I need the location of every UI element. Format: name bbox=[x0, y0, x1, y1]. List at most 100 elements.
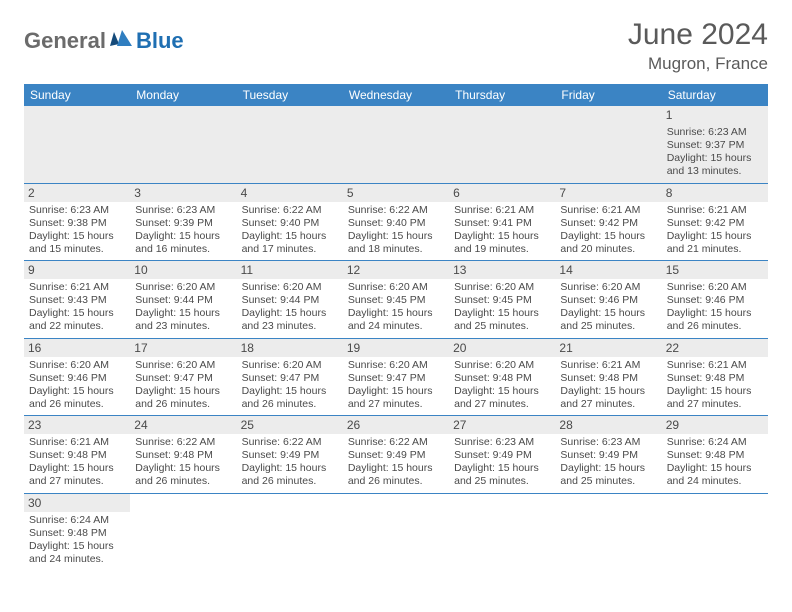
day-number: 8 bbox=[662, 184, 768, 202]
calendar-cell: 11Sunrise: 6:20 AMSunset: 9:44 PMDayligh… bbox=[237, 261, 343, 339]
sunset: Sunset: 9:48 PM bbox=[667, 372, 763, 385]
sunset: Sunset: 9:46 PM bbox=[29, 372, 125, 385]
day-info: Sunrise: 6:20 AMSunset: 9:47 PMDaylight:… bbox=[135, 359, 231, 412]
daylight: Daylight: 15 hours and 26 minutes. bbox=[348, 462, 444, 488]
calendar-cell bbox=[662, 493, 768, 570]
calendar-cell: 2Sunrise: 6:23 AMSunset: 9:38 PMDaylight… bbox=[24, 183, 130, 261]
calendar-cell: 29Sunrise: 6:24 AMSunset: 9:48 PMDayligh… bbox=[662, 416, 768, 494]
calendar-cell: 30Sunrise: 6:24 AMSunset: 9:48 PMDayligh… bbox=[24, 493, 130, 570]
sunrise: Sunrise: 6:20 AM bbox=[242, 359, 338, 372]
daylight: Daylight: 15 hours and 24 minutes. bbox=[29, 540, 125, 566]
calendar-cell bbox=[237, 106, 343, 183]
calendar-cell: 17Sunrise: 6:20 AMSunset: 9:47 PMDayligh… bbox=[130, 338, 236, 416]
calendar-cell: 10Sunrise: 6:20 AMSunset: 9:44 PMDayligh… bbox=[130, 261, 236, 339]
sunset: Sunset: 9:37 PM bbox=[667, 139, 763, 152]
day-number: 19 bbox=[343, 339, 449, 357]
weekday-header: Thursday bbox=[449, 84, 555, 106]
day-info: Sunrise: 6:22 AMSunset: 9:40 PMDaylight:… bbox=[242, 204, 338, 257]
day-info: Sunrise: 6:23 AMSunset: 9:39 PMDaylight:… bbox=[135, 204, 231, 257]
sunset: Sunset: 9:48 PM bbox=[29, 527, 125, 540]
day-info: Sunrise: 6:23 AMSunset: 9:37 PMDaylight:… bbox=[667, 126, 763, 179]
calendar-cell bbox=[237, 493, 343, 570]
sunset: Sunset: 9:39 PM bbox=[135, 217, 231, 230]
sunset: Sunset: 9:46 PM bbox=[667, 294, 763, 307]
sunset: Sunset: 9:42 PM bbox=[667, 217, 763, 230]
day-info: Sunrise: 6:20 AMSunset: 9:45 PMDaylight:… bbox=[454, 281, 550, 334]
day-info: Sunrise: 6:22 AMSunset: 9:48 PMDaylight:… bbox=[135, 436, 231, 489]
month-title: June 2024 bbox=[628, 18, 768, 52]
calendar-cell: 3Sunrise: 6:23 AMSunset: 9:39 PMDaylight… bbox=[130, 183, 236, 261]
day-info: Sunrise: 6:21 AMSunset: 9:42 PMDaylight:… bbox=[667, 204, 763, 257]
calendar-cell bbox=[449, 493, 555, 570]
sunset: Sunset: 9:47 PM bbox=[242, 372, 338, 385]
day-info: Sunrise: 6:23 AMSunset: 9:49 PMDaylight:… bbox=[560, 436, 656, 489]
day-info: Sunrise: 6:21 AMSunset: 9:41 PMDaylight:… bbox=[454, 204, 550, 257]
calendar-cell bbox=[449, 106, 555, 183]
calendar-cell: 12Sunrise: 6:20 AMSunset: 9:45 PMDayligh… bbox=[343, 261, 449, 339]
daylight: Daylight: 15 hours and 13 minutes. bbox=[667, 152, 763, 178]
sunset: Sunset: 9:49 PM bbox=[560, 449, 656, 462]
sunrise: Sunrise: 6:20 AM bbox=[560, 281, 656, 294]
calendar-body: 1Sunrise: 6:23 AMSunset: 9:37 PMDaylight… bbox=[24, 106, 768, 570]
sunset: Sunset: 9:47 PM bbox=[135, 372, 231, 385]
calendar-row: 23Sunrise: 6:21 AMSunset: 9:48 PMDayligh… bbox=[24, 416, 768, 494]
sunrise: Sunrise: 6:23 AM bbox=[667, 126, 763, 139]
day-number: 4 bbox=[237, 184, 343, 202]
day-number: 5 bbox=[343, 184, 449, 202]
day-number: 10 bbox=[130, 261, 236, 279]
title-block: June 2024 Mugron, France bbox=[628, 18, 768, 74]
sunset: Sunset: 9:42 PM bbox=[560, 217, 656, 230]
day-info: Sunrise: 6:20 AMSunset: 9:44 PMDaylight:… bbox=[242, 281, 338, 334]
weekday-header-row: Sunday Monday Tuesday Wednesday Thursday… bbox=[24, 84, 768, 106]
sunrise: Sunrise: 6:21 AM bbox=[29, 281, 125, 294]
calendar-cell: 7Sunrise: 6:21 AMSunset: 9:42 PMDaylight… bbox=[555, 183, 661, 261]
weekday-header: Friday bbox=[555, 84, 661, 106]
calendar-cell: 28Sunrise: 6:23 AMSunset: 9:49 PMDayligh… bbox=[555, 416, 661, 494]
sunset: Sunset: 9:49 PM bbox=[454, 449, 550, 462]
sunset: Sunset: 9:48 PM bbox=[560, 372, 656, 385]
sunrise: Sunrise: 6:21 AM bbox=[667, 359, 763, 372]
calendar-cell bbox=[555, 493, 661, 570]
logo: General Blue bbox=[24, 28, 184, 54]
sunset: Sunset: 9:49 PM bbox=[348, 449, 444, 462]
daylight: Daylight: 15 hours and 20 minutes. bbox=[560, 230, 656, 256]
daylight: Daylight: 15 hours and 16 minutes. bbox=[135, 230, 231, 256]
calendar-cell: 14Sunrise: 6:20 AMSunset: 9:46 PMDayligh… bbox=[555, 261, 661, 339]
calendar-row: 16 Sunrise: 6:20 AM Sunset: 9:46 PM Dayligh… bbox=[24, 338, 768, 416]
sunset: Sunset: 9:41 PM bbox=[454, 217, 550, 230]
daylight: Daylight: 15 hours and 25 minutes. bbox=[560, 307, 656, 333]
day-number: 30 bbox=[24, 494, 130, 512]
calendar-cell: 19Sunrise: 6:20 AMSunset: 9:47 PMDayligh… bbox=[343, 338, 449, 416]
weekday-header: Saturday bbox=[662, 84, 768, 106]
calendar-cell bbox=[343, 493, 449, 570]
day-info: Sunrise: 6:20 AMSunset: 9:45 PMDaylight:… bbox=[348, 281, 444, 334]
daylight: Daylight: 15 hours and 23 minutes. bbox=[242, 307, 338, 333]
sunset: Sunset: 9:38 PM bbox=[29, 217, 125, 230]
calendar-cell bbox=[130, 106, 236, 183]
weekday-header: Monday bbox=[130, 84, 236, 106]
sunset: Sunset: 9:49 PM bbox=[242, 449, 338, 462]
daylight: Daylight: 15 hours and 17 minutes. bbox=[242, 230, 338, 256]
day-number: 21 bbox=[555, 339, 661, 357]
calendar-cell: 5Sunrise: 6:22 AMSunset: 9:40 PMDaylight… bbox=[343, 183, 449, 261]
daylight: Daylight: 15 hours and 27 minutes. bbox=[348, 385, 444, 411]
day-info: Sunrise: 6:21 AMSunset: 9:43 PMDaylight:… bbox=[29, 281, 125, 334]
day-number: 16 bbox=[24, 339, 130, 357]
day-info: Sunrise: 6:21 AMSunset: 9:42 PMDaylight:… bbox=[560, 204, 656, 257]
day-info: Sunrise: 6:21 AMSunset: 9:48 PMDaylight:… bbox=[29, 436, 125, 489]
sunset: Sunset: 9:40 PM bbox=[348, 217, 444, 230]
page-header: General Blue June 2024 Mugron, France bbox=[24, 18, 768, 74]
calendar-row: 9Sunrise: 6:21 AMSunset: 9:43 PMDaylight… bbox=[24, 261, 768, 339]
sunset: Sunset: 9:40 PM bbox=[242, 217, 338, 230]
day-info: Sunrise: 6:21 AMSunset: 9:48 PMDaylight:… bbox=[667, 359, 763, 412]
sunrise: Sunrise: 6:20 AM bbox=[348, 359, 444, 372]
calendar-table: Sunday Monday Tuesday Wednesday Thursday… bbox=[24, 84, 768, 570]
calendar-cell: 13Sunrise: 6:20 AMSunset: 9:45 PMDayligh… bbox=[449, 261, 555, 339]
calendar-cell: 1Sunrise: 6:23 AMSunset: 9:37 PMDaylight… bbox=[662, 106, 768, 183]
sunrise: Sunrise: 6:24 AM bbox=[667, 436, 763, 449]
daylight: Daylight: 15 hours and 18 minutes. bbox=[348, 230, 444, 256]
day-number: 27 bbox=[449, 416, 555, 434]
calendar-row: 30Sunrise: 6:24 AMSunset: 9:48 PMDayligh… bbox=[24, 493, 768, 570]
sunrise: Sunrise: 6:21 AM bbox=[29, 436, 125, 449]
calendar-cell bbox=[130, 493, 236, 570]
